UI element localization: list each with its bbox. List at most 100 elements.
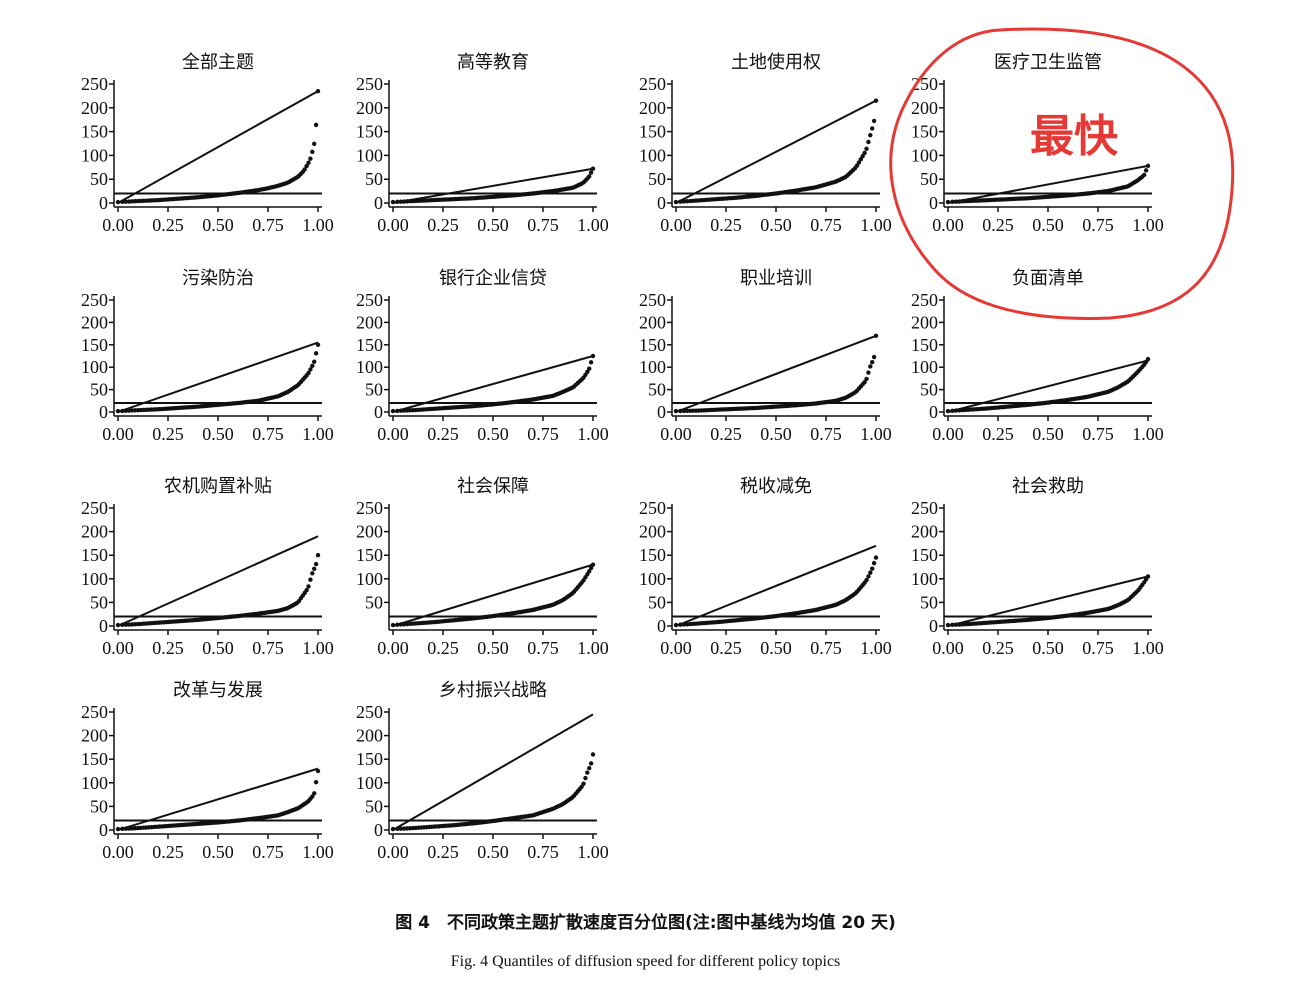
quantile-point (581, 781, 586, 786)
y-tick-label: 200 (81, 312, 108, 332)
panel-title: 社会保障 (457, 476, 529, 497)
x-tick-label: 0.75 (1082, 638, 1114, 658)
y-tick-label: 100 (81, 773, 108, 793)
y-tick-label: 100 (356, 773, 383, 793)
x-tick-label: 0.25 (710, 215, 742, 235)
x-tick-label: 0.50 (202, 842, 234, 862)
quantile-point (945, 408, 951, 414)
reference-line (947, 164, 1149, 204)
y-tick-label: 150 (356, 749, 383, 769)
y-tick-label: 250 (356, 290, 383, 310)
reference-line (675, 99, 877, 204)
quantile-point (950, 408, 955, 414)
x-tick-label: 0.50 (1032, 424, 1064, 444)
y-tick-label: 0 (657, 193, 666, 213)
panel-11: 税收减免 250 200 150 100 50 00.00 0.25 0.50 0.75 1.00 (639, 476, 892, 658)
quantile-point (312, 566, 317, 572)
y-tick-label: 150 (356, 545, 383, 565)
quantile-point (588, 761, 594, 766)
quantile-point (588, 565, 594, 571)
quantile-point (870, 566, 875, 571)
quantile-point (302, 167, 307, 172)
y-tick-label: 0 (374, 402, 383, 422)
quantile-point (590, 562, 596, 567)
y-tick-label: 50 (365, 796, 383, 816)
y-tick-label: 150 (356, 122, 383, 142)
quantile-point (684, 408, 690, 414)
panel-10: 社会保障 250 200 150 100 50 0.00 0.25 0.50 0.75 1.00 (356, 476, 609, 658)
y-tick-label: 200 (911, 312, 938, 332)
x-tick-label: 0.25 (152, 842, 184, 862)
quantile-point (868, 133, 873, 138)
quantile-point (1143, 168, 1149, 173)
panel-9: 农机购置补贴 250 200 150 100 50 00.00 0.25 0.50 0.75 1.0… (81, 476, 334, 658)
figure-caption-english: Fig. 4 Quantiles of diffusion speed for … (450, 953, 841, 970)
quantile-point (398, 199, 404, 204)
reference-line (675, 544, 877, 627)
y-tick-label: 50 (648, 169, 666, 189)
quantile-point (398, 826, 404, 831)
y-tick-label: 0 (99, 402, 108, 422)
quantile-point (953, 622, 959, 627)
y-tick-label: 200 (81, 98, 108, 118)
quantile-point (395, 199, 400, 205)
x-tick-label: 1.00 (302, 638, 334, 658)
x-tick-label: 0.25 (427, 424, 459, 444)
y-tick-label: 250 (911, 290, 938, 310)
x-tick-label: 1.00 (860, 424, 892, 444)
y-tick-label: 250 (639, 498, 666, 518)
y-tick-label: 250 (911, 498, 938, 518)
x-tick-label: 0.00 (377, 215, 409, 235)
figure-caption-chinese: 图 4 不同政策主题扩散速度百分位图(注:图中基线为均值 20 天) (395, 913, 896, 933)
y-tick-label: 50 (365, 380, 383, 400)
y-tick-label: 100 (356, 145, 383, 165)
y-tick-label: 100 (639, 145, 666, 165)
x-tick-label: 1.00 (860, 215, 892, 235)
quantile-point (873, 555, 879, 560)
quantile-point (390, 826, 396, 832)
x-tick-label: 0.00 (102, 424, 134, 444)
quantile-point (587, 366, 592, 371)
quantile-point (858, 157, 863, 162)
quantile-point (395, 408, 400, 414)
x-tick-label: 0.00 (932, 638, 964, 658)
quantile-point (866, 139, 871, 145)
panel-2: 高等教育 250 200 150 100 50 00.00 0.25 0.50 0.75 1.00 (356, 52, 609, 235)
y-tick-label: 50 (920, 169, 938, 189)
y-tick-label: 150 (81, 545, 108, 565)
x-tick-label: 0.75 (252, 424, 284, 444)
quantile-point (950, 199, 955, 205)
quantile-point (681, 199, 687, 204)
x-tick-label: 0.50 (760, 215, 792, 235)
x-tick-label: 0.75 (810, 215, 842, 235)
quantile-point (864, 376, 869, 382)
quantile-point (866, 370, 871, 375)
x-tick-label: 0.75 (810, 424, 842, 444)
x-tick-label: 0.50 (202, 215, 234, 235)
y-tick-label: 250 (81, 290, 108, 310)
x-tick-label: 1.00 (577, 842, 609, 862)
x-tick-label: 0.75 (252, 842, 284, 862)
quantile-point (950, 622, 955, 628)
quantile-point (870, 360, 875, 365)
panel-3: 土地使用权 250 200 150 100 50 00.00 0.25 0.50 0.75 1.00 (639, 52, 892, 235)
x-tick-label: 0.50 (202, 638, 234, 658)
x-tick-label: 0.00 (660, 424, 692, 444)
quantile-point (310, 363, 315, 369)
quantile-point (590, 752, 596, 757)
y-tick-label: 200 (639, 312, 666, 332)
y-tick-label: 50 (90, 380, 108, 400)
y-tick-label: 50 (90, 592, 108, 612)
quantile-point (585, 369, 590, 375)
y-tick-label: 0 (929, 193, 938, 213)
x-tick-label: 0.50 (1032, 215, 1064, 235)
quantile-point (673, 408, 679, 414)
y-tick-label: 200 (356, 726, 383, 746)
panel-title: 税收减免 (740, 476, 812, 497)
quantile-point (681, 622, 687, 627)
quantile-point (315, 553, 321, 558)
x-tick-label: 0.50 (202, 424, 234, 444)
x-tick-label: 0.75 (527, 424, 559, 444)
panel-title: 乡村振兴战略 (439, 680, 547, 701)
